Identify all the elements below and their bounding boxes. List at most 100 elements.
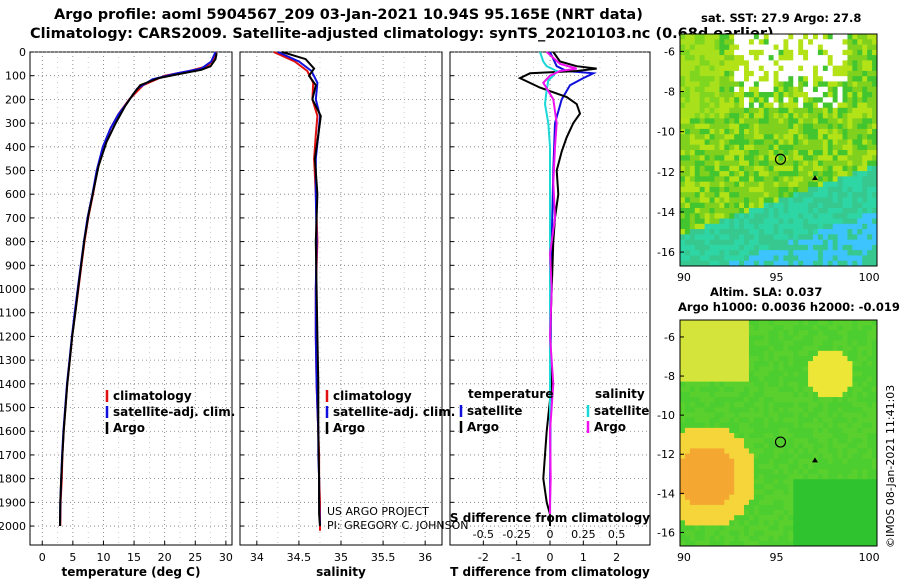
map-cell: [832, 520, 838, 526]
map-cell: [709, 213, 715, 219]
map-cell: [837, 123, 843, 130]
map-cell: [817, 197, 824, 204]
map-cell: [817, 260, 824, 267]
map-cell: [872, 244, 878, 251]
map-cell: [808, 335, 814, 341]
map-cell: [817, 49, 824, 56]
map-cell: [680, 155, 686, 161]
map-cell: [734, 223, 740, 230]
map-cell: [684, 92, 691, 98]
map-cell: [680, 234, 686, 241]
map-cell: [842, 525, 848, 531]
map-cell: [739, 218, 745, 225]
map-cell: [803, 397, 809, 403]
map-cell: [744, 123, 750, 130]
map-cell: [778, 397, 784, 403]
map-cell: [778, 355, 784, 362]
map-cell: [788, 181, 794, 188]
map-cell: [758, 39, 765, 45]
map-cell: [753, 325, 760, 331]
map-cell: [857, 468, 863, 475]
map-cell: [798, 520, 804, 526]
map-cell: [763, 86, 770, 93]
map-cell: [689, 92, 696, 98]
map-cell: [758, 438, 765, 444]
map-cell: [758, 134, 765, 140]
map-cell: [734, 330, 740, 336]
map-cell: [753, 504, 760, 511]
map-cell: [689, 128, 696, 135]
map-cell: [704, 92, 710, 98]
map-cell: [704, 113, 710, 119]
map-cell: [724, 139, 730, 146]
legend-item-label: Argo: [467, 420, 499, 434]
map-cell: [817, 520, 824, 526]
map-cell: [719, 244, 725, 251]
map-cell: [680, 176, 686, 183]
map-cell: [778, 525, 784, 531]
map-cell: [709, 176, 715, 183]
map-cell: [709, 86, 715, 93]
map-cell: [783, 81, 789, 88]
map-cell: [783, 234, 789, 241]
map-cell: [768, 239, 774, 246]
map-cell: [729, 458, 735, 465]
map-cell: [808, 340, 814, 347]
map-cell: [689, 65, 696, 72]
map-cell: [739, 65, 745, 72]
map-cell: [729, 391, 735, 398]
map-cell: [852, 386, 858, 393]
map-cell: [817, 530, 824, 537]
map-cell: [709, 504, 715, 511]
map-cell: [798, 320, 804, 326]
map-cell: [694, 123, 701, 130]
map-cell: [704, 65, 710, 72]
map-cell: [847, 49, 853, 56]
map-cell: [699, 525, 706, 531]
map-cell: [832, 427, 838, 434]
map-cell: [798, 186, 804, 193]
map-cell: [699, 250, 706, 256]
map-cell: [803, 458, 809, 465]
map-cell: [783, 255, 789, 262]
map-cell: [739, 350, 745, 357]
map-cell: [709, 65, 715, 72]
map-cell: [827, 453, 834, 460]
map-cell: [862, 86, 868, 93]
map-cell: [714, 510, 720, 516]
map-cell: [862, 186, 868, 193]
map-cell: [817, 345, 824, 352]
map-cell: [714, 361, 720, 367]
map-cell: [852, 160, 858, 167]
map-cell: [729, 208, 735, 214]
credit-text: ©IMOS 08-Jan-2021 11:41:03: [884, 385, 897, 548]
map-cell: [734, 433, 740, 439]
map-cell: [778, 55, 784, 61]
map-cell: [758, 260, 765, 267]
map-cell: [699, 49, 706, 56]
map-cell: [719, 239, 725, 246]
map-cell: [748, 176, 755, 183]
map-cell: [872, 540, 878, 547]
map-cell: [709, 102, 715, 109]
map-cell: [729, 118, 735, 125]
map-cell: [817, 335, 824, 341]
map-cell: [803, 55, 809, 61]
map-cell: [808, 366, 814, 372]
map-cell: [684, 484, 691, 490]
map-cell: [857, 128, 863, 135]
map-cell: [763, 234, 770, 241]
y-tick-label: 1600: [0, 425, 26, 438]
map-cell: [680, 345, 686, 352]
map-cell: [798, 123, 804, 130]
map-cell: [744, 515, 750, 521]
map-cell: [729, 60, 735, 67]
map-cell: [827, 504, 834, 511]
map-cell: [798, 234, 804, 241]
map-cell: [748, 234, 755, 241]
map-cell: [684, 39, 691, 45]
map-cell: [739, 412, 745, 418]
map-cell: [753, 376, 760, 383]
map-cell: [788, 171, 794, 177]
map-cell: [812, 494, 819, 501]
